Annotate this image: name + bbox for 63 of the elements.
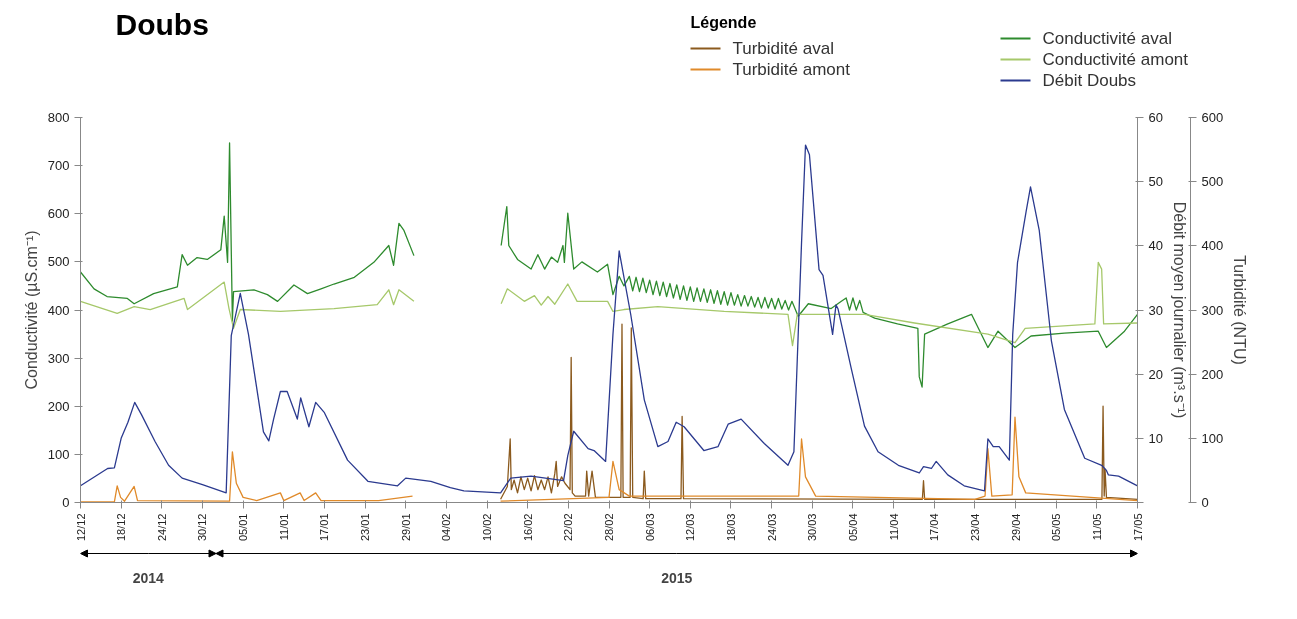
x-tick-label: 04/02	[440, 513, 453, 542]
x-tick-label: 11/01	[277, 513, 290, 541]
x-tick-label: 17/05	[1131, 513, 1144, 542]
legend-label: Débit Doubs	[1042, 71, 1137, 90]
y2-tick-label: 20	[1148, 366, 1163, 382]
y3-tick-label: 100	[1201, 430, 1224, 446]
x-tick-label: 17/01	[318, 513, 331, 542]
x-tick-label: 12/12	[74, 513, 87, 542]
x-tick-label: 12/03	[684, 513, 697, 542]
x-tick-label: 11/05	[1090, 513, 1103, 541]
x-tick-label: 22/02	[562, 513, 575, 542]
x-tick-label: 23/01	[359, 513, 372, 542]
y-tick-label: 500	[47, 254, 70, 270]
y2-tick-label: 40	[1148, 238, 1163, 254]
legend-label: Conductivité aval	[1042, 29, 1172, 48]
chart-title: Doubs	[115, 7, 209, 41]
x-tick-label: 06/03	[643, 513, 656, 542]
y-tick-label: 200	[47, 398, 70, 414]
legend-label: Turbidité amont	[732, 60, 851, 79]
y-tick-label: 300	[47, 350, 70, 366]
x-tick-label: 18/03	[724, 513, 737, 542]
y-tick-label: 0	[62, 495, 70, 510]
y3-tick-label: 200	[1201, 366, 1224, 382]
legend-label: Turbidité aval	[732, 39, 834, 58]
y2-tick-label: 30	[1148, 302, 1163, 318]
y-tick-label: 400	[47, 302, 70, 318]
line-series	[80, 144, 1138, 494]
x-tick-label: 29/01	[399, 513, 412, 542]
y2-tick-label: 50	[1148, 174, 1163, 190]
y2-axis-title: Débit moyen journalier (m³.s⁻¹)	[1170, 201, 1188, 419]
x-tick-label: 24/03	[765, 513, 778, 542]
y3-tick-label: 500	[1201, 174, 1224, 190]
line-series	[499, 323, 1138, 500]
x-tick-label: 30/12	[196, 513, 209, 542]
x-tick-label: 28/02	[603, 513, 615, 542]
x-tick-label: 24/12	[155, 513, 168, 542]
legend-label: Conductivité amont	[1042, 50, 1189, 69]
x-tick-label: 17/04	[928, 513, 941, 542]
y2-tick-label: 10	[1148, 430, 1163, 446]
x-tick-label: 05/05	[1050, 513, 1063, 542]
y-tick-label: 700	[47, 158, 70, 174]
y-tick-label: 600	[47, 206, 70, 222]
y3-tick-label: 0	[1201, 495, 1209, 510]
legend-title: Légende	[690, 14, 757, 31]
x-tick-label: 29/04	[1009, 513, 1022, 542]
x-tick-label: 11/04	[887, 513, 900, 541]
x-tick-label: 05/04	[846, 513, 859, 542]
y3-axis-title: Turbidité (NTU)	[1231, 255, 1249, 365]
y-tick-label: 100	[47, 446, 70, 462]
y-axis-title: Conductivité (µS.cm⁻¹)	[22, 230, 40, 390]
y2-tick-label: 60	[1148, 110, 1163, 125]
x-tick-label: 16/02	[521, 513, 534, 542]
x-tick-label: 05/01	[237, 513, 250, 542]
y3-tick-label: 600	[1201, 110, 1224, 125]
y3-tick-label: 300	[1201, 302, 1224, 318]
y3-tick-label: 400	[1201, 238, 1224, 254]
text: 2015	[661, 569, 693, 586]
x-tick-label: 18/12	[115, 513, 128, 542]
x-tick-label: 23/04	[968, 513, 981, 542]
x-tick-label: 10/02	[481, 513, 494, 542]
y-tick-label: 800	[47, 110, 70, 125]
text: 2014	[132, 569, 165, 586]
x-tick-label: 30/03	[806, 513, 819, 542]
